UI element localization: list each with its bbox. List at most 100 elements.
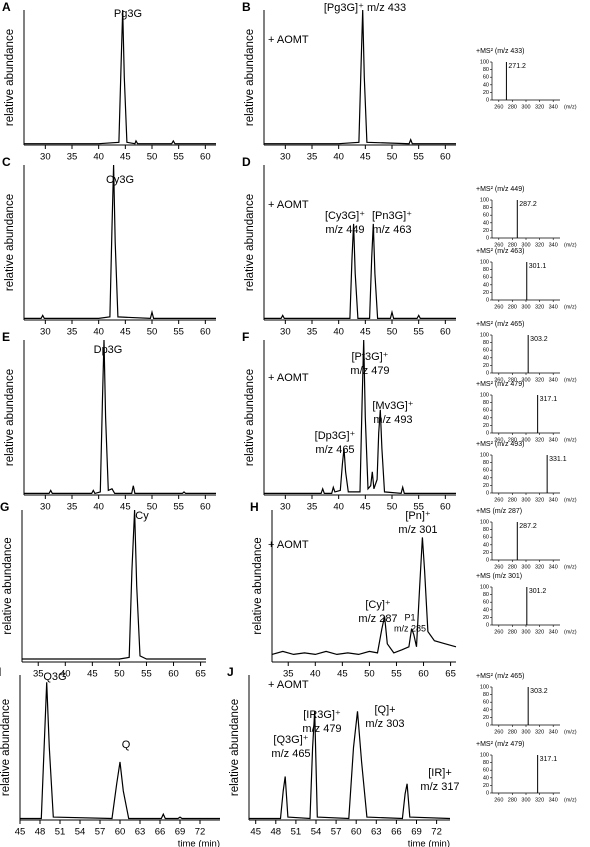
annotation: Pg3G: [114, 8, 142, 20]
x-tick-label: 48: [271, 827, 282, 838]
y-tick-label: 40: [483, 415, 489, 421]
panel-label: D: [242, 155, 251, 169]
inset-title: +MS² (m/z 479): [476, 741, 524, 748]
annotation: + AOMT: [268, 539, 309, 551]
annotation: m/z 479: [302, 723, 341, 735]
x-axis-label: (m/z): [564, 564, 577, 570]
y-tick-label: 20: [483, 715, 489, 721]
x-tick-label: 340: [549, 629, 558, 635]
x-tick-label: 45: [360, 327, 371, 338]
annotation: P1: [404, 612, 415, 622]
panel-label: C: [2, 155, 11, 169]
x-tick-label: 40: [310, 669, 321, 680]
x-tick-label: 40: [93, 152, 104, 163]
y-tick-label: 0: [486, 490, 489, 496]
peak-label: 317.1: [540, 756, 558, 763]
chromatogram-trace: [24, 9, 216, 145]
x-tick-label: 320: [535, 377, 544, 383]
annotation: Cy3G: [106, 174, 134, 186]
y-tick-label: 60: [483, 275, 489, 281]
x-tick-label: 340: [549, 564, 558, 570]
x-tick-label: 45: [120, 502, 131, 513]
y-tick-label: 40: [483, 220, 489, 226]
y-tick-label: 20: [483, 423, 489, 429]
x-tick-label: 260: [494, 729, 503, 735]
annotation: m/z 285: [394, 623, 426, 633]
x-tick-label: 55: [173, 152, 184, 163]
x-tick-label: 55: [413, 502, 424, 513]
peak-label: 301.2: [529, 588, 547, 595]
x-tick-label: 50: [114, 669, 125, 680]
x-axis-label: (m/z): [564, 304, 577, 310]
y-tick-label: 100: [480, 392, 489, 398]
x-tick-label: 65: [445, 669, 456, 680]
y-tick-label: 80: [483, 460, 489, 466]
x-tick-label: 65: [195, 669, 206, 680]
x-tick-label: 45: [120, 152, 131, 163]
annotation: [Mv3G]⁺: [372, 400, 413, 412]
annotation: [Cy3G]⁺: [325, 210, 365, 222]
y-tick-label: 40: [483, 542, 489, 548]
x-axis-label: (m/z): [564, 629, 577, 635]
y-axis-label: relative abundance: [2, 537, 14, 634]
y-tick-label: 20: [483, 550, 489, 556]
y-tick-label: 0: [486, 622, 489, 628]
x-tick-label: 55: [173, 327, 184, 338]
x-tick-label: 340: [549, 437, 558, 443]
x-tick-label: 35: [307, 152, 318, 163]
annotation: [IR]+: [428, 767, 452, 779]
peak-label: 317.1: [540, 396, 558, 403]
chromatogram-trace: [264, 9, 456, 145]
y-tick-label: 40: [483, 707, 489, 713]
x-tick-label: 260: [494, 304, 503, 310]
x-tick-label: 45: [360, 502, 371, 513]
x-tick-label: 40: [93, 502, 104, 513]
inset-title: +MS² (m/z 463): [476, 248, 524, 255]
y-tick-label: 60: [483, 768, 489, 774]
y-tick-label: 60: [483, 468, 489, 474]
y-tick-label: 100: [480, 332, 489, 338]
annotation: [Pg3G]⁺ m/z 433: [324, 2, 406, 14]
x-tick-label: 30: [280, 327, 291, 338]
panel-label: J: [227, 665, 234, 679]
peak-label: 303.2: [530, 336, 548, 343]
x-tick-label: 35: [307, 502, 318, 513]
y-tick-label: 40: [483, 607, 489, 613]
x-axis-label: time (min): [408, 839, 450, 847]
y-axis-label: relative abundance: [4, 369, 16, 466]
x-tick-label: 50: [387, 502, 398, 513]
y-tick-label: 80: [483, 527, 489, 533]
x-tick-label: 35: [283, 669, 294, 680]
y-tick-label: 0: [486, 790, 489, 796]
y-axis-label: relative abundance: [244, 29, 256, 126]
y-tick-label: 40: [483, 82, 489, 88]
y-tick-label: 80: [483, 692, 489, 698]
x-tick-label: 55: [173, 502, 184, 513]
y-tick-label: 100: [480, 452, 489, 458]
x-tick-label: 45: [250, 827, 261, 838]
x-tick-label: 320: [535, 497, 544, 503]
panel-label: E: [2, 330, 10, 344]
peak-label: 301.1: [529, 263, 547, 270]
inset-title: +MS (m/z 287): [476, 508, 522, 515]
x-tick-label: 340: [549, 377, 558, 383]
y-tick-label: 20: [483, 363, 489, 369]
chromatogram-trace: [20, 682, 220, 820]
x-tick-label: 320: [535, 304, 544, 310]
x-tick-label: 50: [387, 327, 398, 338]
annotation: m/z 465: [315, 444, 354, 456]
x-tick-label: 55: [413, 152, 424, 163]
annotation: m/z 463: [372, 224, 411, 236]
x-tick-label: 260: [494, 564, 503, 570]
inset-title: +MS² (m/z 493): [476, 441, 524, 448]
y-tick-label: 0: [486, 557, 489, 563]
x-tick-label: 54: [75, 827, 86, 838]
y-tick-label: 100: [480, 752, 489, 758]
x-tick-label: 300: [521, 564, 530, 570]
x-tick-label: 54: [311, 827, 322, 838]
y-tick-label: 80: [483, 760, 489, 766]
annotation: + AOMT: [268, 34, 309, 46]
x-tick-label: 340: [549, 104, 558, 110]
x-tick-label: 300: [521, 729, 530, 735]
peak-label: 271.2: [508, 63, 526, 70]
